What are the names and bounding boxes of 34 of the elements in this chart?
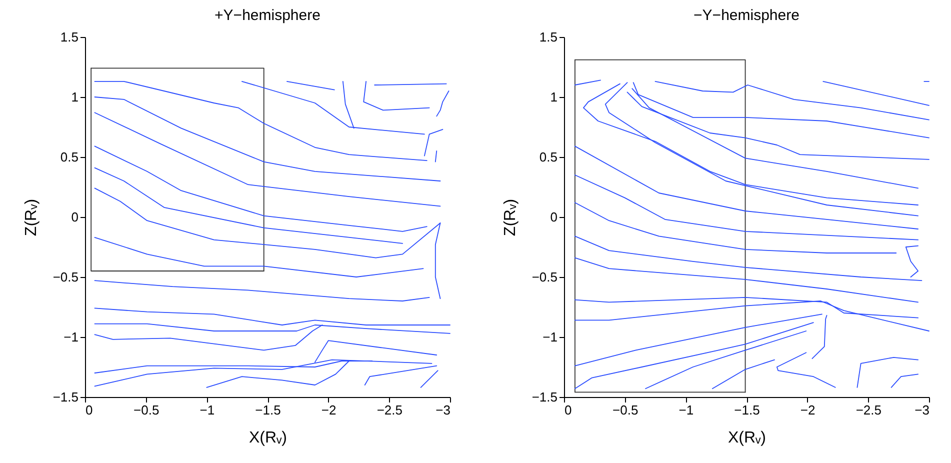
chart-title: −Y−hemisphere bbox=[694, 7, 800, 24]
x-tick-label: −2 bbox=[800, 402, 816, 418]
y-tick-label: −0.5 bbox=[52, 270, 78, 284]
y-tick-label: 0 bbox=[550, 210, 558, 224]
x-tick-label: −3 bbox=[436, 402, 450, 418]
x-axis-title: X(Rᵥ) bbox=[728, 430, 766, 446]
x-tick-label: −0.5 bbox=[612, 402, 638, 418]
y-axis-title: Z(Rᵥ) bbox=[22, 198, 40, 236]
y-tick-label: 1.5 bbox=[539, 30, 558, 44]
x-tick-label: −0.5 bbox=[133, 402, 160, 418]
x-tick-label: −1 bbox=[200, 402, 215, 418]
chart-title: +Y−hemisphere bbox=[214, 7, 320, 24]
x-axis-title: X(Rᵥ) bbox=[248, 430, 288, 446]
y-tick-label: −0.5 bbox=[532, 270, 558, 284]
y-tick-label: −1 bbox=[64, 330, 78, 344]
x-tick-label: −2.5 bbox=[376, 402, 403, 418]
x-tick-label: 0 bbox=[564, 402, 572, 418]
y-tick-label: 1.5 bbox=[60, 30, 78, 44]
y-axis-title: Z(Rᵥ) bbox=[502, 198, 519, 236]
y-tick-label: 0.5 bbox=[539, 150, 558, 164]
y-tick-label: 0.5 bbox=[60, 150, 78, 164]
x-tick-label: 0 bbox=[86, 402, 93, 418]
y-tick-label: −1.5 bbox=[52, 390, 78, 404]
x-tick-label: −1 bbox=[678, 402, 694, 418]
x-tick-label: −2.5 bbox=[856, 402, 882, 418]
x-tick-label: −2 bbox=[321, 402, 336, 418]
x-tick-label: −3 bbox=[914, 402, 930, 418]
y-tick-label: −1.5 bbox=[532, 390, 558, 404]
y-tick-label: 1 bbox=[71, 90, 78, 104]
x-tick-label: −1.5 bbox=[734, 402, 760, 418]
y-tick-label: −1 bbox=[542, 330, 558, 344]
y-tick-label: 0 bbox=[71, 210, 78, 224]
y-tick-label: 1 bbox=[550, 90, 558, 104]
x-tick-label: −1.5 bbox=[255, 402, 281, 418]
